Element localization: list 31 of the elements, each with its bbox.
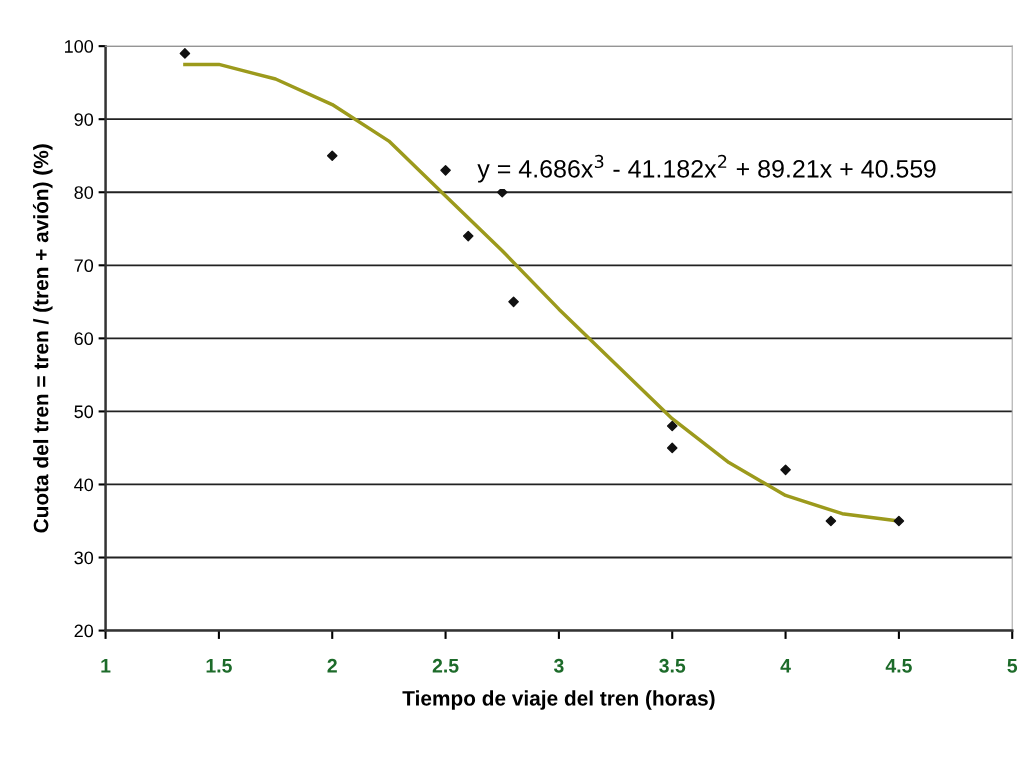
x-tick-label: 4 [780, 659, 791, 673]
x-tick-label: 4.5 [885, 659, 912, 673]
point [780, 464, 791, 476]
x-tick-label: 5 [1007, 659, 1018, 673]
y-tick-label: 30 [74, 551, 94, 565]
x-tick-label: 1 [101, 659, 111, 673]
y-tick-label: 20 [74, 624, 94, 638]
y-tick-label: 90 [74, 113, 94, 126]
point [893, 515, 905, 527]
x-tick-label: 2.5 [432, 658, 459, 673]
y-tick-label: 80 [74, 186, 94, 199]
annotation: y = 4.686x$^{3}$ - 41.182x$^{2}$ + 89.21x + 40.559 [477, 154, 936, 183]
point [666, 442, 678, 454]
point [666, 420, 678, 432]
x-tick-label: 2 [327, 658, 337, 673]
point [440, 165, 451, 176]
point [326, 150, 338, 162]
y-tick-label: 60 [74, 332, 94, 346]
y-tick-label: 100 [65, 40, 94, 53]
point [179, 48, 191, 59]
y-tick-label: 70 [74, 259, 94, 273]
x-tick-label: 3.5 [659, 658, 686, 673]
x-tick-label: 3 [553, 658, 564, 673]
y-tick-label: 50 [74, 405, 94, 419]
point [825, 515, 837, 527]
y-tick-label: 40 [74, 478, 94, 492]
x-tick-label: 1.5 [206, 659, 232, 673]
x-axis-title: Tiempo de viaje del tren (horas) [402, 690, 715, 710]
point [462, 230, 474, 242]
y-axis-title: Cuota del tren = tren / (tren + avión) (%) [32, 144, 53, 533]
point [508, 296, 519, 308]
